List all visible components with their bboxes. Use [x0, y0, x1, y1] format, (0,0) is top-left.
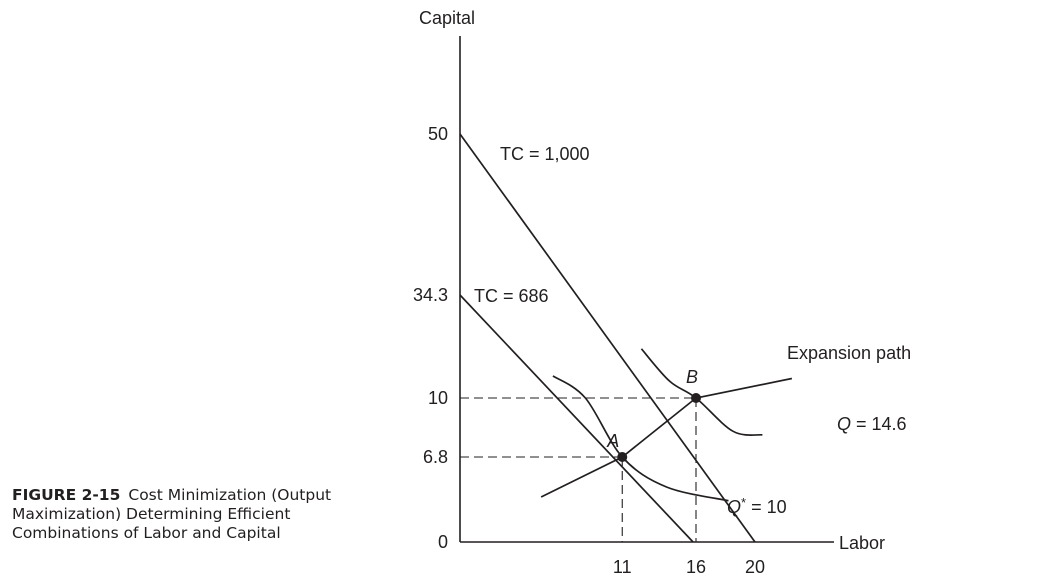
x-axis-label: Labor [839, 533, 885, 553]
series-line-q-14-6 [640, 348, 763, 436]
y-tick-label-6-8: 6.8 [423, 447, 448, 467]
y-tick-label-34-3: 34.3 [413, 285, 448, 305]
figure-caption-text: Cost Minimization (Output Maximization) … [12, 486, 332, 542]
figure-label: FIGURE 2-15 [12, 486, 121, 504]
point-b [691, 393, 701, 403]
series-label-tc-686: TC = 686 [474, 286, 549, 306]
series-label-q-14-6: Q = 14.6 [837, 414, 907, 434]
series-label-q-10: Q* = 10 [727, 495, 787, 517]
y-tick-label-50: 50 [428, 124, 448, 144]
series-line-tc-686 [459, 294, 694, 543]
series-line-tc-1-000 [459, 133, 756, 543]
y-tick-label-0: 0 [438, 532, 448, 552]
point-a [617, 452, 628, 462]
point-label-b: B [686, 367, 698, 387]
series-label-tc-1-000: TC = 1,000 [500, 144, 590, 164]
series-line-expansion-path [540, 377, 793, 498]
figure-caption: FIGURE 2-15 Cost Minimization (Output Max… [12, 486, 372, 543]
series-line-q-10 [552, 375, 729, 502]
x-tick-label-20: 20 [745, 557, 765, 577]
y-tick-label-10: 10 [428, 388, 448, 408]
x-tick-label-11: 11 [613, 557, 632, 577]
point-label-a: A [606, 431, 619, 451]
y-axis-label: Capital [419, 8, 475, 28]
series-label-expansion-path: Expansion path [787, 343, 911, 363]
x-tick-label-16: 16 [686, 557, 706, 577]
